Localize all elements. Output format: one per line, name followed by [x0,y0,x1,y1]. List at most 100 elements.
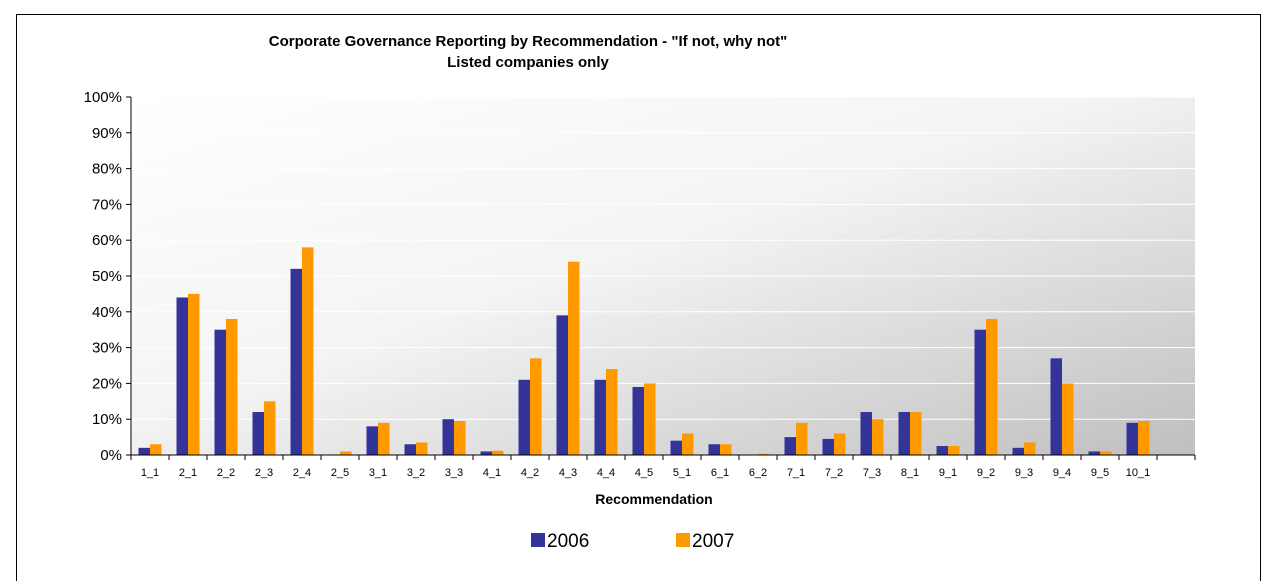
x-tick-label: 6_1 [711,467,729,479]
legend-label-2006: 2006 [547,531,589,552]
bar-2007-4_3 [568,261,580,455]
bar-2007-3_3 [454,420,466,455]
y-axis-ticks: 0% 10% 20% 30% 40% 50% 60% 70% 80% 90% 100% [84,89,131,464]
chart-title: Corporate Governance Reporting by Recomm… [269,33,787,50]
x-tick-label: 5_1 [673,467,691,479]
bar-2007-1_1 [150,444,162,455]
bar-2007-7_2 [834,433,846,455]
x-tick-label: 9_3 [1015,467,1033,479]
x-tick-label: 2_3 [255,467,273,479]
x-tick-label: 4_1 [483,467,501,479]
bar-2007-9_4 [1062,383,1074,455]
bar-2007-2_1 [188,293,200,455]
bar-2007-9_3 [1024,442,1036,455]
bar-2006-10_1 [1126,422,1138,455]
bar-2007-2_5 [340,451,352,455]
legend: 2006 2007 [531,531,734,552]
y-tick-label: 100% [84,89,122,106]
legend-swatch-2007 [676,533,690,547]
x-tick-label: 2_1 [179,467,197,479]
x-tick-label: 3_3 [445,467,463,479]
bar-2006-9_1 [936,446,948,455]
bar-2006-7_3 [860,412,872,455]
bar-2007-9_5 [1100,451,1112,455]
bar-2007-6_2 [758,453,770,455]
bar-2007-2_4 [302,247,314,455]
bar-2007-2_3 [264,401,276,455]
chart-frame: Corporate Governance Reporting by Recomm… [16,14,1261,581]
x-tick-label: 9_4 [1053,467,1071,479]
x-tick-label: 7_1 [787,467,805,479]
bar-2006-9_3 [1012,447,1024,455]
x-tick-label: 9_2 [977,467,995,479]
x-tick-label: 7_3 [863,467,881,479]
x-tick-label: 4_3 [559,467,577,479]
y-tick-label: 40% [92,304,122,321]
x-tick-label: 3_2 [407,467,425,479]
x-axis-label: Recommendation [595,491,712,507]
bar-2006-9_4 [1050,358,1062,455]
bar-2007-6_1 [720,444,732,455]
y-tick-label: 70% [92,196,122,213]
legend-swatch-2006 [531,533,545,547]
bar-2007-7_1 [796,422,808,455]
bar-2007-7_3 [872,419,884,455]
bar-2007-4_5 [644,383,656,455]
x-tick-label: 3_1 [369,467,387,479]
legend-label-2007: 2007 [692,531,734,552]
bar-2006-5_1 [670,440,682,455]
x-tick-label: 7_2 [825,467,843,479]
bar-2006-4_5 [632,386,644,455]
bar-2007-3_1 [378,422,390,455]
bar-2006-9_5 [1088,451,1100,455]
bar-2006-2_4 [290,268,302,455]
bar-2007-4_2 [530,358,542,455]
bar-2006-4_1 [480,451,492,455]
x-tick-label: 2_4 [293,467,311,479]
bar-2006-4_3 [556,315,568,455]
x-tick-label: 6_2 [749,467,767,479]
bar-2007-8_1 [910,412,922,455]
y-tick-label: 90% [92,125,122,142]
bar-2006-4_4 [594,379,606,455]
bar-2006-3_2 [404,444,416,455]
bar-2006-3_1 [366,426,378,455]
bar-2007-2_2 [226,318,238,455]
bars [138,247,1150,455]
bar-2006-2_3 [252,412,264,455]
bar-2006-1_1 [138,447,150,455]
y-tick-label: 20% [92,375,122,392]
y-tick-label: 80% [92,161,122,178]
chart-svg: Corporate Governance Reporting by Recomm… [84,33,1196,552]
bar-2007-9_2 [986,318,998,455]
x-axis-ticks: 1_1 2_1 2_2 2_3 2_4 2_5 3_1 3_2 3_3 4_1 4_2 4_3 4_4 4… [130,455,1196,479]
y-tick-label: 30% [92,340,122,357]
chart-subtitle: Listed companies only [447,54,609,71]
x-tick-label: 1_1 [141,467,159,479]
y-tick-label: 10% [92,411,122,428]
bar-2006-7_1 [784,437,796,455]
x-tick-label: 9_5 [1091,467,1109,479]
bar-2007-3_2 [416,442,428,455]
bar-2007-9_1 [948,446,960,455]
y-tick-label: 60% [92,232,122,249]
x-tick-label: 10_1 [1126,467,1150,479]
bar-2007-4_1 [492,450,504,455]
x-tick-label: 9_1 [939,467,957,479]
bar-2007-4_4 [606,369,618,455]
x-tick-label: 4_5 [635,467,653,479]
y-tick-label: 50% [92,268,122,285]
x-tick-label: 4_4 [597,467,615,479]
bar-2006-3_3 [442,419,454,455]
x-tick-label: 8_1 [901,467,919,479]
bar-2007-5_1 [682,433,694,455]
bar-2006-2_1 [176,297,188,455]
bar-2006-7_2 [822,438,834,455]
x-tick-label: 2_2 [217,467,235,479]
bar-2006-6_1 [708,444,720,455]
x-tick-label: 4_2 [521,467,539,479]
bar-2007-10_1 [1138,420,1150,455]
bar-2006-4_2 [518,379,530,455]
x-tick-label: 2_5 [331,467,349,479]
bar-2006-2_2 [214,329,226,455]
